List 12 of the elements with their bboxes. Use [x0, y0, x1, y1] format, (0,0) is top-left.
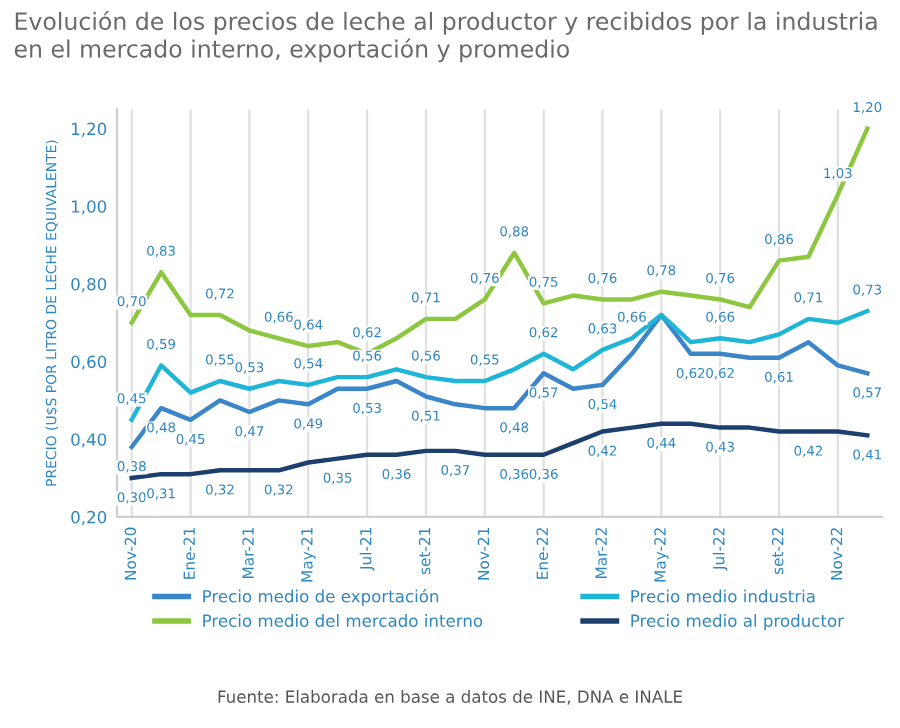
y-tick-label: 0,60	[71, 355, 107, 370]
legend-label: Precio medio del mercado interno	[203, 614, 483, 627]
legend-label: Precio medio al productor	[631, 614, 845, 631]
y-tick-label: 0,80	[71, 277, 107, 293]
chart-title: Evolución de los precios de leche al productor y recibidos por la industria en el mercado interno, exportación y promedio	[14, 10, 877, 63]
y-tick-label: 1,00	[72, 200, 107, 215]
y-tick-label: 0,40	[71, 433, 107, 448]
legend-label: Precio medio de exportación	[203, 588, 439, 606]
legend-label: Precio medio industria	[631, 589, 815, 603]
y-tick-label: 1,20	[72, 122, 107, 137]
y-tick-label: 0,20	[71, 510, 107, 526]
source-note: Fuente: Elaborada en base a datos de INE, DNA e INALE	[218, 690, 682, 705]
